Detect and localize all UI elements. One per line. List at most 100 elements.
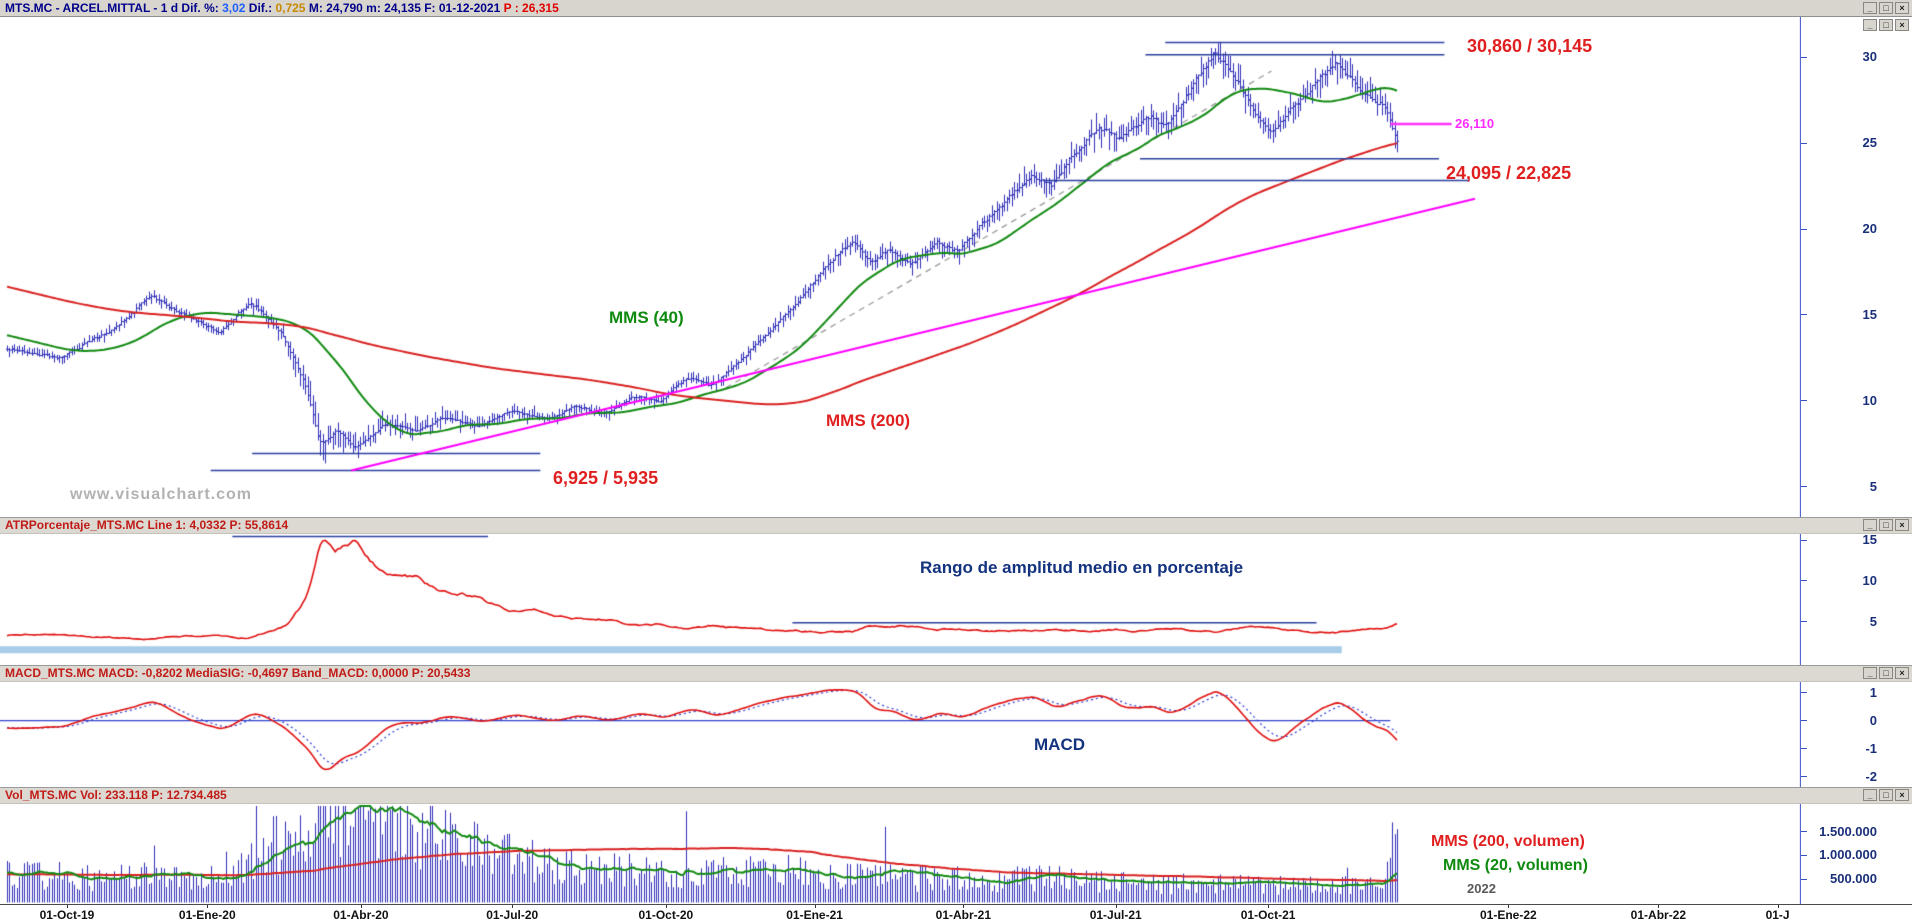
y-axis-tick bbox=[1801, 400, 1807, 402]
y-axis-label: 15 bbox=[1862, 532, 1877, 547]
y-axis-label: 1.500.000 bbox=[1819, 823, 1877, 839]
time-axis-tick bbox=[814, 905, 816, 908]
y-axis-tick bbox=[1801, 854, 1807, 856]
macd-panel-close-button[interactable]: × bbox=[1895, 667, 1909, 679]
y-axis-label: 10 bbox=[1862, 572, 1877, 588]
volume-panel-minimize-button[interactable]: _ bbox=[1863, 789, 1877, 801]
y-axis-label: 0 bbox=[1869, 712, 1877, 728]
price-chart-canvas[interactable] bbox=[0, 17, 1801, 517]
volume-panel-close-button[interactable]: × bbox=[1895, 789, 1909, 801]
volume-mms200-label: MMS (200, volumen) bbox=[1431, 833, 1585, 850]
volume-panel-header: Vol_MTS.MC Vol: 233.118 P: 12.734.485 bbox=[0, 787, 1912, 804]
title-segment: P : 26,315 bbox=[503, 1, 559, 15]
price-panel-maximize-button[interactable]: □ bbox=[1879, 19, 1893, 31]
window-close-button[interactable]: × bbox=[1895, 2, 1909, 14]
macd-chart-canvas[interactable] bbox=[0, 665, 1801, 787]
macd-header-text: MACD_MTS.MC MACD: -0,8202 MediaSIG: -0,4… bbox=[5, 666, 471, 680]
y-axis-tick bbox=[1801, 142, 1807, 144]
time-axis-label: 01-Ene-22 bbox=[1479, 908, 1537, 922]
time-axis-tick bbox=[665, 905, 667, 908]
atr-panel-close-button[interactable]: × bbox=[1895, 519, 1909, 531]
visualchart-watermark: www.visualchart.com bbox=[70, 486, 253, 503]
time-axis-tick bbox=[1777, 905, 1779, 908]
time-axis-label: 01-Abr-21 bbox=[935, 908, 992, 922]
atr-panel-minimize-button[interactable]: _ bbox=[1863, 519, 1877, 531]
time-axis-label: 01-Oct-19 bbox=[39, 908, 95, 922]
price-panel-controls: _ □ × bbox=[1863, 19, 1909, 31]
price-panel-close-button[interactable]: × bbox=[1895, 19, 1909, 31]
time-axis-tick bbox=[207, 905, 209, 908]
atr-chart-canvas[interactable] bbox=[0, 517, 1801, 665]
title-segment: 3,02 bbox=[222, 1, 246, 15]
y-axis-label: 5 bbox=[1869, 613, 1877, 629]
y-axis-tick bbox=[1801, 831, 1807, 833]
time-axis-label: 01-J bbox=[1765, 908, 1790, 922]
window-minimize-button[interactable]: _ bbox=[1863, 2, 1877, 14]
y-axis-label: 5 bbox=[1869, 478, 1877, 494]
y-axis-label: 25 bbox=[1862, 135, 1877, 151]
y-axis-label: -1 bbox=[1865, 740, 1877, 756]
mms40-label: MMS (40) bbox=[609, 308, 684, 327]
y-axis-tick bbox=[1801, 878, 1807, 880]
volume-panel-controls: _ □ × bbox=[1863, 789, 1909, 801]
volume-panel: Vol_MTS.MC Vol: 233.118 P: 12.734.485 1.… bbox=[0, 787, 1912, 904]
current-price-tag: 26,110 bbox=[1455, 116, 1495, 131]
y-axis-label: 500.000 bbox=[1830, 871, 1877, 887]
volume-chart-canvas[interactable] bbox=[0, 787, 1801, 904]
time-axis-tick bbox=[1268, 905, 1270, 908]
y-axis-label: 1.000.000 bbox=[1819, 847, 1877, 863]
atr-panel: ATRPorcentaje_MTS.MC Line 1: 4,0332 P: 5… bbox=[0, 517, 1912, 665]
y-axis-label: 20 bbox=[1862, 221, 1877, 236]
time-axis-label: 01-Ene-21 bbox=[786, 908, 843, 922]
price-panel-minimize-button[interactable]: _ bbox=[1863, 19, 1877, 31]
atr-y-axis[interactable]: 15 10 5 bbox=[1801, 517, 1912, 665]
time-axis-label: 01-Abr-22 bbox=[1630, 908, 1687, 922]
y-axis-tick bbox=[1801, 776, 1807, 778]
time-axis-label: 01-Jul-20 bbox=[486, 908, 539, 922]
y-axis-tick bbox=[1801, 692, 1807, 694]
mms200-label: MMS (200) bbox=[826, 411, 911, 430]
macd-panel-minimize-button[interactable]: _ bbox=[1863, 667, 1877, 679]
year-axis-label: 2022 bbox=[1467, 881, 1496, 896]
y-axis-tick bbox=[1801, 580, 1807, 582]
time-axis-tick bbox=[963, 905, 965, 908]
low-level-label: 6,925 / 5,935 bbox=[553, 468, 659, 488]
y-axis-label: 10 bbox=[1862, 392, 1877, 408]
y-axis-tick bbox=[1801, 748, 1807, 750]
time-axis-label: 01-Oct-20 bbox=[638, 908, 694, 922]
time-axis-tick bbox=[360, 905, 362, 908]
title-segment: M: 24,790 m: 24,135 F: 01-12-2021 bbox=[305, 1, 504, 15]
y-axis-tick bbox=[1801, 539, 1807, 541]
volume-y-axis[interactable]: 1.500.000 1.000.000 500.000 bbox=[1801, 787, 1912, 904]
time-axis-label: 01-Abr-20 bbox=[333, 908, 389, 922]
support-level-label: 24,095 / 22,825 bbox=[1446, 163, 1572, 183]
title-segment: MTS.MC - ARCEL.MITTAL - 1 d Dif. %: bbox=[5, 1, 223, 15]
volume-panel-maximize-button[interactable]: □ bbox=[1879, 789, 1893, 801]
price-y-axis[interactable]: 30 25 20 15 10 5 bbox=[1801, 17, 1912, 517]
macd-y-axis[interactable]: 1 0 -1 -2 bbox=[1801, 665, 1912, 787]
price-panel: 30 25 20 15 10 5 _ □ × 30,860 / 30,145 26,110 2… bbox=[0, 17, 1912, 517]
time-axis[interactable]: 01-Oct-19 01-Ene-20 01-Abr-20 01-Jul-20 01-O… bbox=[0, 904, 1912, 922]
y-axis-label: 15 bbox=[1862, 306, 1877, 322]
macd-panel-maximize-button[interactable]: □ bbox=[1879, 667, 1893, 679]
y-axis-tick bbox=[1801, 314, 1807, 316]
atr-panel-maximize-button[interactable]: □ bbox=[1879, 519, 1893, 531]
title-segment: Dif.: bbox=[245, 1, 276, 15]
time-axis-label: 01-Ene-20 bbox=[178, 908, 236, 922]
window-maximize-button[interactable]: □ bbox=[1879, 2, 1893, 14]
atr-panel-controls: _ □ × bbox=[1863, 519, 1909, 531]
macd-annotation: MACD bbox=[1034, 735, 1085, 754]
atr-annotation: Rango de amplitud medio en porcentaje bbox=[920, 558, 1244, 577]
chart-title: MTS.MC - ARCEL.MITTAL - 1 d Dif. %: 3,02… bbox=[5, 1, 559, 15]
macd-panel: MACD_MTS.MC MACD: -0,8202 MediaSIG: -0,4… bbox=[0, 665, 1912, 787]
time-axis-label: 01-Oct-21 bbox=[1240, 908, 1296, 922]
title-segment: 0,725 bbox=[275, 1, 306, 15]
time-axis-tick bbox=[512, 905, 514, 908]
time-axis-tick bbox=[1508, 905, 1510, 908]
time-axis-tick bbox=[66, 905, 68, 908]
resistance-level-label: 30,860 / 30,145 bbox=[1467, 36, 1593, 56]
y-axis-label: 1 bbox=[1869, 684, 1877, 700]
y-axis-tick bbox=[1801, 486, 1807, 488]
y-axis-label: 30 bbox=[1862, 49, 1877, 65]
